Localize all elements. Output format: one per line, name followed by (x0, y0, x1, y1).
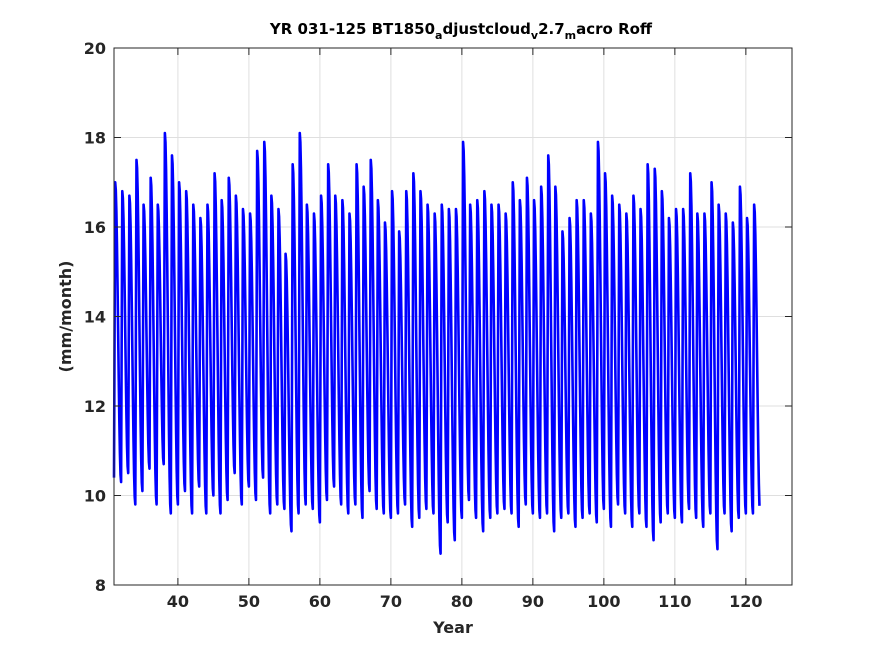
y-tick-label: 10 (84, 487, 106, 506)
x-tick-label: 80 (451, 592, 473, 611)
tick-labels: 40 50 60 70 80 90 100 110 120 8 10 12 14 16 18 20 (84, 39, 763, 611)
y-tick-label: 12 (84, 397, 106, 416)
y-tick-label: 16 (84, 218, 106, 237)
title-subscript: v (531, 29, 539, 42)
x-tick-label: 120 (729, 592, 762, 611)
x-tick-label: 60 (309, 592, 331, 611)
y-tick-label: 14 (84, 308, 106, 327)
x-tick-label: 40 (167, 592, 189, 611)
x-axis-label: Year (432, 618, 473, 637)
y-tick-label: 18 (84, 129, 106, 148)
x-tick-label: 90 (522, 592, 544, 611)
x-tick-label: 110 (658, 592, 691, 611)
x-tick-label: 100 (587, 592, 620, 611)
axis-ticks (114, 47, 792, 586)
title-part: YR 031-125 BT1850 (269, 20, 435, 38)
x-tick-label: 70 (380, 592, 402, 611)
title-subscript: a (435, 29, 442, 42)
y-axis-label: (mm/month) (56, 261, 75, 373)
series-lines (112, 131, 761, 555)
series-line-0 (112, 131, 761, 555)
title-subscript: m (565, 29, 576, 42)
y-tick-label: 8 (95, 576, 106, 595)
title-part: acro Roff (576, 20, 653, 38)
y-tick-label: 20 (84, 39, 106, 58)
chart-title: YR 031-125 BT1850adjustcloudv2.7macro Ro… (269, 20, 653, 42)
title-part: djustcloud (442, 20, 530, 38)
title-part: 2.7 (538, 20, 565, 38)
x-tick-label: 50 (238, 592, 260, 611)
